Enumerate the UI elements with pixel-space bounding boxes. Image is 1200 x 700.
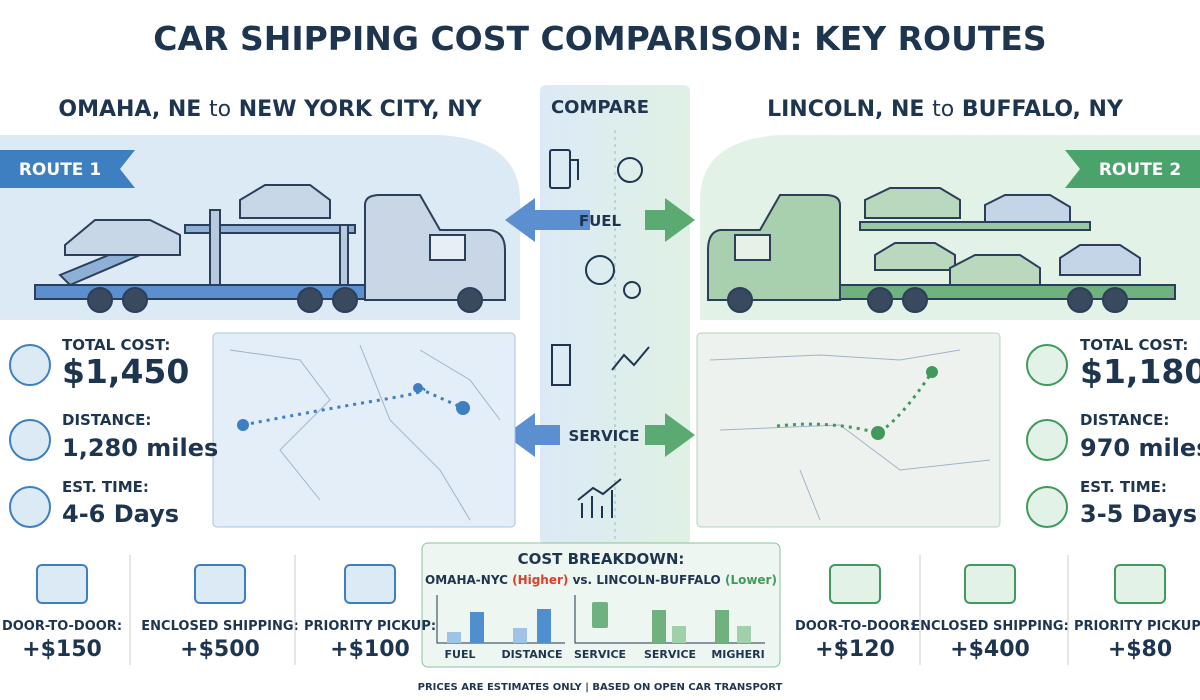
route-1-map — [212, 332, 516, 528]
extra-icon — [344, 564, 396, 604]
footer-note: PRICES ARE ESTIMATES ONLY | BASED ON OPE… — [418, 682, 783, 693]
route-1-badge — [0, 150, 135, 188]
arrow-right — [645, 198, 695, 242]
connector: to — [932, 97, 954, 122]
extra-icon — [194, 564, 246, 604]
extra-value: +$100 — [330, 637, 410, 662]
arrow-left — [505, 413, 560, 457]
route-2-map — [696, 332, 1001, 528]
stat-icon — [9, 486, 51, 528]
arrow-left — [505, 198, 590, 242]
origin: LINCOLN, NE — [767, 97, 924, 122]
compare-icons — [549, 149, 650, 518]
stat-icon — [9, 344, 51, 386]
breakdown-title: COST BREAKDOWN: — [518, 550, 685, 568]
stat-label: DISTANCE: — [1080, 411, 1169, 429]
stat-value: 4-6 Days — [62, 500, 179, 528]
badge-text: ROUTE 1 — [19, 160, 101, 180]
extra-label: PRIORITY PICKUP: — [1074, 619, 1200, 634]
breakdown-subtitle: OMAHA-NYC (Higher) vs. LINCOLN-BUFFALO (… — [425, 573, 777, 587]
extra-label: DOOR-TO-DOOR: — [2, 619, 122, 634]
breakdown-label: DISTANCE — [501, 648, 562, 661]
stat-value: 1,280 miles — [62, 434, 218, 462]
stat-value: 3-5 Days — [1080, 500, 1197, 528]
route-heading: LINCOLN, NE to BUFFALO, NY — [767, 97, 1124, 122]
stat-label: EST. TIME: — [62, 478, 149, 496]
extra-label: ENCLOSED SHIPPING: — [141, 619, 298, 634]
extra-label: PRIORITY PICKUP: — [304, 619, 436, 634]
extra-label: DOOR-TO-DOOR: — [795, 619, 915, 634]
route-2-badge — [1065, 150, 1200, 188]
stat-label: TOTAL COST: — [62, 336, 170, 354]
breakdown-label: SERVICE — [574, 648, 626, 661]
extra-label: ENCLOSED SHIPPING: — [911, 619, 1068, 634]
arrow-right — [645, 413, 695, 457]
stat-icon — [1026, 344, 1068, 386]
extra-value: +$80 — [1108, 637, 1172, 662]
stat-icon — [9, 419, 51, 461]
extra-value: +$120 — [815, 637, 895, 662]
stat-label: TOTAL COST: — [1080, 336, 1188, 354]
breakdown-label: MIGHERI — [711, 648, 764, 661]
truck-illustration — [34, 184, 506, 313]
breakdown-panel: COST BREAKDOWN: OMAHA-NYC (Higher) vs. L… — [421, 542, 781, 668]
stat-value: $1,450 — [62, 352, 189, 391]
note-b: (Lower) — [725, 573, 777, 587]
breakdown-label: FUEL — [445, 648, 476, 661]
compare-item: FUEL — [579, 212, 622, 230]
stat-label: EST. TIME: — [1080, 478, 1167, 496]
extra-icon — [36, 564, 88, 604]
stat-value: 970 miles — [1080, 434, 1200, 462]
stat-label: DISTANCE: — [62, 411, 151, 429]
extra-value: +$400 — [950, 637, 1030, 662]
main-title: CAR SHIPPING COST COMPARISON: KEY ROUTES — [153, 19, 1046, 58]
route-a: OMAHA-NYC — [425, 573, 508, 587]
origin: OMAHA, NE — [58, 97, 201, 122]
route-b: LINCOLN-BUFFALO — [596, 573, 720, 587]
stat-value: $1,180 — [1080, 352, 1200, 391]
destination: BUFFALO, NY — [962, 97, 1124, 122]
extra-value: +$500 — [180, 637, 260, 662]
stat-icon — [1026, 419, 1068, 461]
stat-icon — [1026, 486, 1068, 528]
connector: to — [209, 97, 231, 122]
vs: vs. — [573, 573, 593, 587]
breakdown-label: SERVICE — [644, 648, 696, 661]
extra-icon — [964, 564, 1016, 604]
extra-value: +$150 — [22, 637, 102, 662]
note-a: (Higher) — [512, 573, 568, 587]
badge-text: ROUTE 2 — [1099, 160, 1181, 180]
route-heading: OMAHA, NE to NEW YORK CITY, NY — [58, 97, 482, 122]
compare-item: SERVICE — [568, 427, 639, 445]
extra-icon — [1114, 564, 1166, 604]
destination: NEW YORK CITY, NY — [239, 97, 483, 122]
extra-icon — [829, 564, 881, 604]
compare-title: COMPARE — [551, 97, 649, 118]
breakdown-bars — [447, 602, 751, 643]
truck-illustration — [707, 187, 1176, 313]
